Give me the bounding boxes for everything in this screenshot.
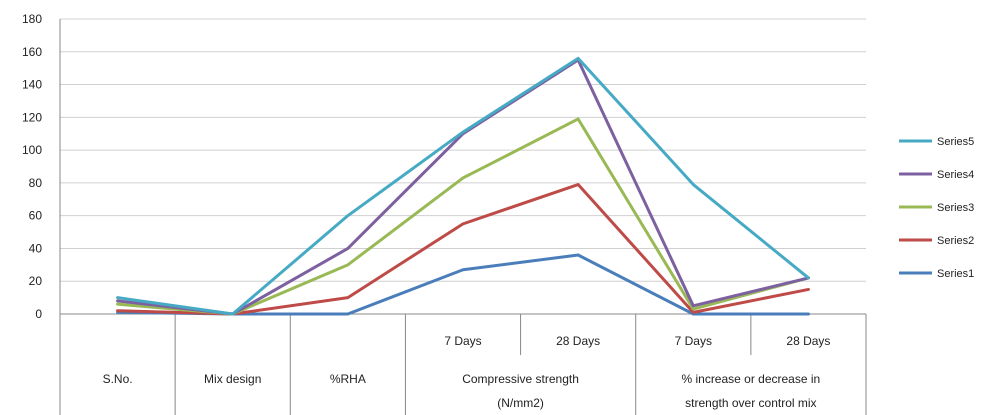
x-category-label: Mix design [204, 372, 261, 386]
series-line-series2 [116, 183, 810, 316]
legend-label: Series2 [937, 235, 974, 247]
x-category-label: S.No. [103, 372, 133, 386]
data-point [347, 297, 349, 299]
x-group-label: (N/mm2) [497, 396, 544, 410]
data-point [692, 305, 694, 307]
legend-label: Series1 [937, 268, 974, 280]
series-line-series3 [116, 117, 810, 316]
data-point [117, 303, 119, 305]
y-tick-label: 20 [29, 274, 43, 288]
y-tick-label: 180 [22, 12, 42, 26]
data-point [232, 313, 234, 315]
data-point [347, 215, 349, 217]
data-point [577, 254, 579, 256]
y-tick-label: 100 [22, 143, 42, 157]
x-group-label: strength over control mix [685, 396, 816, 410]
data-point [347, 313, 349, 315]
x-group-label: Compressive strength [462, 372, 579, 386]
y-tick-label: 120 [22, 110, 42, 124]
data-point [462, 269, 464, 271]
legend: Series5 Series4 Series3 Series2 Series1 [899, 136, 974, 280]
y-tick-label: 0 [35, 307, 42, 321]
data-point [577, 184, 579, 186]
legend-item: Series2 [899, 235, 974, 247]
data-point [117, 300, 119, 302]
y-axis: 0 20 40 60 80 100 120 140 160 180 [22, 12, 61, 321]
data-point [692, 311, 694, 313]
y-tick-label: 40 [29, 241, 43, 255]
data-point [692, 308, 694, 310]
y-tick-label: 160 [22, 45, 42, 59]
legend-item: Series5 [899, 136, 974, 148]
data-point [692, 184, 694, 186]
data-point [462, 223, 464, 225]
x-subcategory-label: 28 Days [556, 334, 600, 348]
data-point [807, 288, 809, 290]
series-lines [116, 56, 810, 316]
data-point [462, 131, 464, 133]
series-line-series5 [116, 56, 810, 316]
data-point [577, 57, 579, 59]
legend-item: Series1 [899, 268, 974, 280]
y-tick-label: 140 [22, 78, 42, 92]
data-point [117, 310, 119, 312]
data-point [807, 313, 809, 315]
data-point [577, 118, 579, 120]
x-group-label: % increase or decrease in [681, 372, 820, 386]
data-point [117, 297, 119, 299]
series-line-series4 [116, 58, 810, 316]
legend-item: Series3 [899, 202, 974, 214]
data-point [347, 247, 349, 249]
x-category-label: %RHA [330, 372, 366, 386]
y-tick-label: 60 [29, 209, 43, 223]
legend-item: Series4 [899, 169, 974, 181]
legend-label: Series4 [937, 169, 974, 181]
legend-label: Series5 [937, 136, 974, 148]
x-subcategory-label: 7 Days [444, 334, 481, 348]
y-tick-label: 80 [29, 176, 43, 190]
x-subcategory-label: 28 Days [786, 334, 830, 348]
x-axis-table: S.No. Mix design %RHA 7 Days 28 Days 7 Days 28… [59, 314, 867, 415]
gridlines [60, 18, 866, 315]
data-point [807, 277, 809, 279]
legend-label: Series3 [937, 202, 974, 214]
data-point [347, 264, 349, 266]
x-subcategory-label: 7 Days [675, 334, 712, 348]
data-point [462, 177, 464, 179]
